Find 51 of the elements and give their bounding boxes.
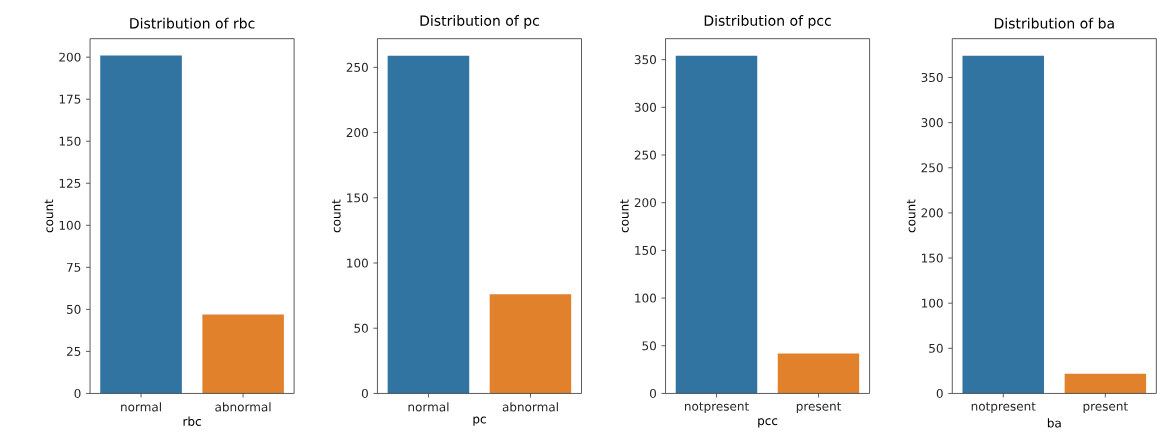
y-tick-label: 250: [346, 62, 368, 72]
y-tick-label: 125: [59, 178, 81, 188]
x-tick-label: normal: [121, 402, 161, 412]
y-tick-label: 50: [642, 341, 657, 351]
y-axis-title: count: [44, 199, 54, 233]
y-tick-label: 250: [921, 163, 943, 173]
chart-title: Distribution of ba: [994, 17, 1114, 29]
x-axis-title: ba: [1047, 418, 1061, 428]
y-tick-label: 300: [921, 118, 943, 128]
chart-title: Distribution of pcc: [704, 15, 831, 29]
y-tick-label: 50: [66, 304, 81, 314]
y-axis-title: count: [906, 199, 916, 233]
chart-title: Distribution of rbc: [130, 17, 255, 29]
y-tick-label: 150: [921, 253, 943, 263]
x-axis-title: pcc: [758, 418, 778, 428]
x-tick-label: abnormal: [502, 402, 558, 412]
y-tick-label: 25: [66, 346, 81, 356]
y-tick-label: 150: [635, 245, 657, 255]
chart-title: Distribution of pc: [420, 15, 539, 29]
y-tick-label: 200: [634, 198, 657, 208]
x-tick-label: present: [1083, 402, 1128, 414]
y-tick-label: 0: [361, 388, 368, 398]
y-tick-label: 100: [921, 298, 943, 308]
x-tick-label: abnormal: [215, 402, 271, 412]
y-tick-label: 0: [936, 388, 943, 398]
y-tick-label: 175: [59, 94, 81, 104]
y-tick-label: 300: [634, 102, 657, 112]
x-tick-label: notpresent: [684, 402, 749, 414]
y-tick-label: 100: [347, 258, 368, 268]
y-tick-label: 50: [354, 323, 368, 333]
x-axis-title: pc: [473, 416, 486, 426]
y-tick-label: 0: [74, 388, 81, 398]
y-tick-label: 100: [59, 220, 81, 230]
y-tick-label: 150: [347, 193, 368, 203]
y-tick-label: 200: [921, 208, 943, 218]
y-axis-title: count: [620, 199, 629, 233]
y-tick-label: 75: [67, 262, 81, 272]
y-tick-label: 0: [649, 388, 657, 398]
y-tick-label: 50: [929, 343, 943, 353]
y-tick-label: 200: [346, 127, 368, 138]
x-tick-label: normal: [408, 402, 449, 412]
y-tick-label: 350: [634, 55, 657, 65]
y-tick-label: 250: [634, 150, 657, 160]
y-tick-label: 350: [921, 72, 943, 82]
y-tick-label: 100: [635, 293, 657, 303]
y-tick-label: 150: [59, 136, 81, 146]
x-tick-label: notpresent: [971, 402, 1036, 414]
x-axis-title: rbc: [183, 416, 201, 426]
x-tick-label: present: [796, 402, 842, 414]
y-axis-title: count: [332, 199, 341, 233]
y-tick-label: 200: [59, 52, 81, 62]
